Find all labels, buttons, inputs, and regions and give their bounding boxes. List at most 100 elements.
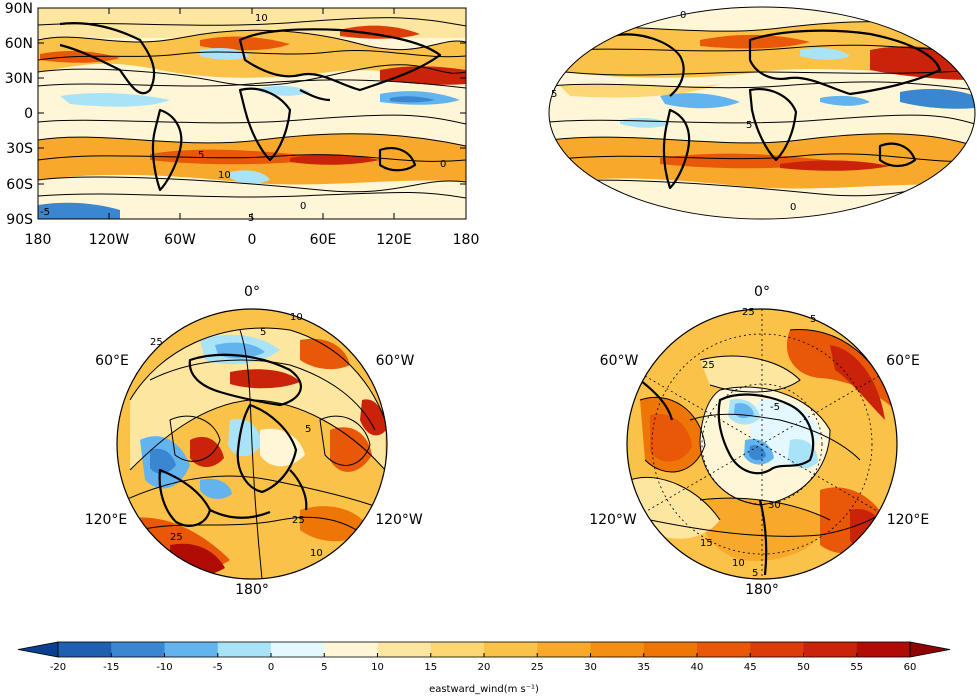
y-tick-label: 0 xyxy=(24,106,33,122)
colorbar-tick-label: 55 xyxy=(850,662,863,673)
colorbar-segment xyxy=(58,642,112,657)
mollweide-field xyxy=(549,7,975,219)
contour-label: 30 xyxy=(768,500,781,511)
colorbar: -20 -15 -10 -5 0 5 10 15 20 25 30 35 40 45 50 55 60 xyxy=(17,641,951,673)
colorbar-segment xyxy=(537,642,591,657)
colorbar-segment xyxy=(484,642,538,657)
y-tick-label: 30S xyxy=(6,141,33,157)
y-tick-label: 60N xyxy=(5,36,33,52)
colorbar-segment xyxy=(803,642,858,657)
colorbar-tick-label: 30 xyxy=(584,662,597,673)
mollweide-frame xyxy=(548,6,976,220)
colorbar-tick-label: 60 xyxy=(904,662,917,673)
colorbar-segment xyxy=(697,642,751,657)
colorbar-tick-label: 35 xyxy=(637,662,650,673)
colorbar-tick-label: 20 xyxy=(478,662,491,673)
colorbar-segment xyxy=(111,642,165,657)
x-tick-label: 60W xyxy=(164,232,196,248)
meridian-label: 0° xyxy=(244,284,260,300)
contour-label: 0 xyxy=(440,159,446,170)
latlon-field xyxy=(38,8,466,219)
colorbar-segment xyxy=(271,642,325,657)
south-polar-field xyxy=(627,309,897,579)
colorbar-tick-label: 10 xyxy=(371,662,384,673)
meridian-label: 120°E xyxy=(85,512,128,528)
colorbar-segment xyxy=(430,642,485,657)
y-tick-label: 60S xyxy=(6,177,33,193)
north-polar-field xyxy=(117,309,387,579)
meridian-label: 180° xyxy=(235,582,269,598)
y-tick-label: 90N xyxy=(5,1,33,17)
colorbar-segment xyxy=(590,642,645,657)
contour-label: 0 xyxy=(680,10,686,21)
colorbar-tick-label: -20 xyxy=(50,662,66,673)
contour-label: 25 xyxy=(742,307,755,318)
panel-south-polar: 0° 60°W 60°E 120°W 120°E 180° 25 5 25 -5… xyxy=(589,284,929,598)
x-tick-label: 180 xyxy=(25,232,52,248)
colorbar-segment xyxy=(324,642,378,657)
colorbar-segment xyxy=(164,642,219,657)
latlon-y-axis: 90N 60N 30N 0 30S 60S 90S xyxy=(5,1,466,228)
colorbar-tick-label: 40 xyxy=(691,662,704,673)
panel-latlon: 5 10 5 0 0 -5 10 90N 60N 30N 0 30S 60S 9 xyxy=(5,1,480,248)
colorbar-extend-max xyxy=(909,641,951,658)
contour-label: 5 xyxy=(198,150,204,161)
contour-label: 10 xyxy=(290,312,303,323)
contour-label: 5 xyxy=(248,213,254,224)
x-tick-label: 180 xyxy=(453,232,480,248)
colorbar-extend-min xyxy=(17,641,59,658)
colorbar-segment xyxy=(217,642,272,657)
colorbar-label: eastward_wind(m s⁻¹) xyxy=(429,684,539,695)
x-tick-label: 120E xyxy=(376,232,412,248)
colorbar-segment xyxy=(643,642,698,657)
meridian-label: 120°W xyxy=(375,512,423,528)
colorbar-tick-label: -10 xyxy=(156,662,172,673)
contour-label: 0 xyxy=(300,201,306,212)
contour-label: -5 xyxy=(770,402,780,413)
contour-label: 10 xyxy=(310,548,323,559)
contour-label: 25 xyxy=(170,532,183,543)
north-polar-frame xyxy=(116,308,388,580)
colorbar-segment xyxy=(750,642,804,657)
contour-label: -5 xyxy=(40,207,50,218)
colorbar-tick-label: 15 xyxy=(424,662,437,673)
colorbar-tick-label: -15 xyxy=(103,662,119,673)
x-tick-label: 120W xyxy=(89,232,130,248)
panel-mollweide: 5 0 5 0 xyxy=(548,6,976,220)
meridian-label: 60°E xyxy=(886,353,920,369)
contour-label: 25 xyxy=(150,337,163,348)
meridian-label: 180° xyxy=(745,582,779,598)
meridian-label: 60°W xyxy=(600,353,639,369)
colorbar-tick-label: -5 xyxy=(213,662,223,673)
meridian-label: 120°E xyxy=(887,512,930,528)
contour-label: 25 xyxy=(702,360,715,371)
colorbar-segment xyxy=(377,642,432,657)
meridian-label: 60°W xyxy=(376,353,415,369)
contour-label: 10 xyxy=(732,558,745,569)
colorbar-tick-label: 0 xyxy=(268,662,274,673)
colorbar-tick-label: 5 xyxy=(321,662,327,673)
contour-label: 25 xyxy=(292,515,305,526)
x-tick-label: 0 xyxy=(248,232,257,248)
meridian-label: 120°W xyxy=(589,512,637,528)
contour-label: 5 xyxy=(305,424,311,435)
contour-label: 10 xyxy=(218,170,231,181)
panel-north-polar: 0° 60°E 60°W 120°E 120°W 180° 10 5 25 5 … xyxy=(85,284,423,598)
x-tick-label: 60E xyxy=(310,232,337,248)
colorbar-tick-label: 50 xyxy=(797,662,810,673)
contour-label: 10 xyxy=(255,13,268,24)
meridian-label: 0° xyxy=(754,284,770,300)
colorbar-segment xyxy=(856,642,911,657)
south-polar-frame xyxy=(626,308,898,580)
contour-label: 5 xyxy=(551,89,557,100)
contour-label: 0 xyxy=(790,202,796,213)
colorbar-tick-label: 45 xyxy=(744,662,757,673)
colorbar-tick-label: 25 xyxy=(531,662,544,673)
y-tick-label: 90S xyxy=(6,212,33,228)
contour-label: 5 xyxy=(746,120,752,131)
meridian-label: 60°E xyxy=(95,353,129,369)
contour-label: 5 xyxy=(752,568,758,579)
contour-label: 5 xyxy=(260,327,266,338)
contour-label: 5 xyxy=(810,314,816,325)
